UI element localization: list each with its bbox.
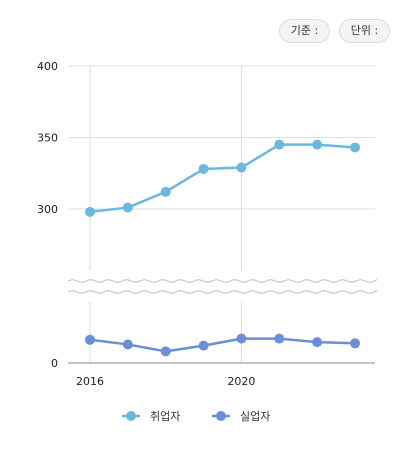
legend-marker <box>126 411 136 421</box>
data-point[interactable] <box>274 333 285 344</box>
legend-label: 취업자 <box>150 410 180 423</box>
data-point[interactable] <box>160 346 171 357</box>
axis-break-wave-lower <box>67 290 377 294</box>
data-point[interactable] <box>350 142 360 153</box>
legend-item-0[interactable]: 취업자 <box>122 410 180 423</box>
y-tick-label: 400 <box>37 60 58 73</box>
data-point[interactable] <box>274 139 285 150</box>
axis-break-wave-upper <box>67 279 377 283</box>
data-point[interactable] <box>236 162 247 173</box>
legend-marker <box>216 411 226 421</box>
unit-filter-button[interactable]: 단위 : <box>339 19 390 43</box>
legend-item-1[interactable]: 실업자 <box>212 410 270 423</box>
data-point[interactable] <box>350 338 360 349</box>
data-point[interactable] <box>160 186 171 197</box>
data-point[interactable] <box>122 202 133 213</box>
base-filter-button[interactable]: 기준 : <box>279 19 330 43</box>
y-tick-label: 0 <box>51 357 58 370</box>
data-point[interactable] <box>122 339 133 350</box>
data-point[interactable] <box>312 337 323 348</box>
data-point[interactable] <box>198 163 209 174</box>
data-point[interactable] <box>312 139 323 150</box>
legend-label: 실업자 <box>240 410 270 423</box>
x-tick-label: 2020 <box>227 375 255 388</box>
series-line-0 <box>89 143 356 214</box>
x-tick-label: 2016 <box>76 375 104 388</box>
data-point[interactable] <box>198 340 209 351</box>
data-point[interactable] <box>85 334 95 345</box>
y-tick-label: 350 <box>37 132 58 145</box>
data-point[interactable] <box>85 206 95 217</box>
series-line-1 <box>89 337 356 353</box>
y-tick-label: 300 <box>37 203 58 216</box>
data-point[interactable] <box>236 333 247 344</box>
